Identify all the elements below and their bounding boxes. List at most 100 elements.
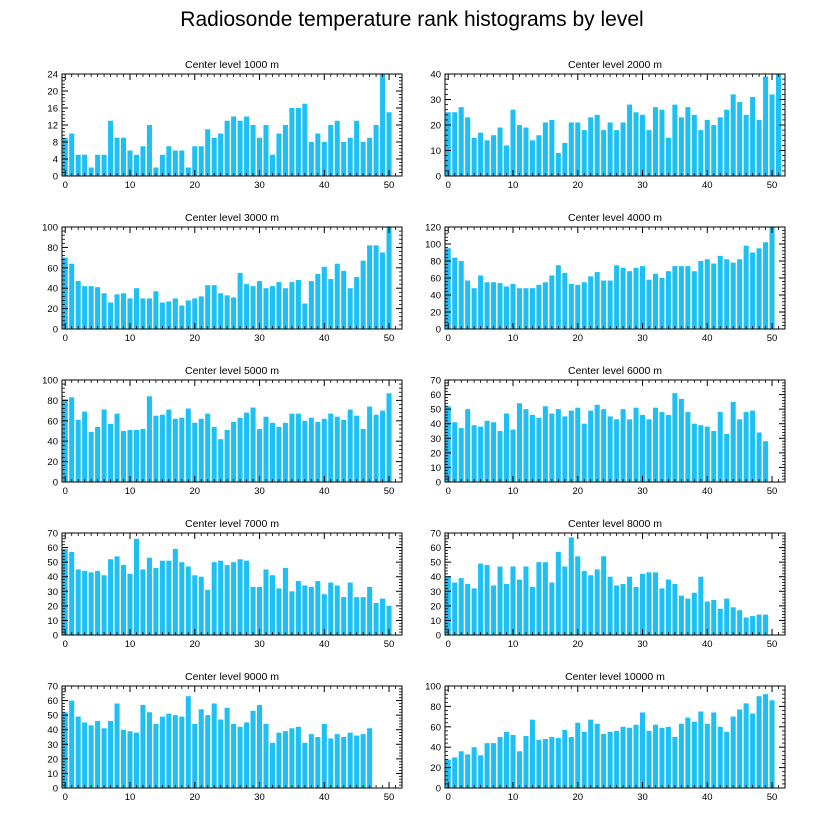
histogram-bar [347, 582, 353, 635]
y-tick-label: 20 [430, 308, 441, 319]
histogram-bar [646, 730, 652, 788]
histogram-bar [282, 288, 288, 329]
histogram-bar [386, 605, 392, 635]
histogram-bar [302, 742, 308, 788]
histogram-bar [289, 591, 295, 635]
histogram-bar [334, 263, 340, 329]
histogram-bar [224, 120, 230, 176]
histogram-bar [354, 276, 360, 329]
histogram-bar [607, 280, 613, 329]
histogram-bar [146, 298, 152, 329]
y-tick-label: 60 [430, 543, 441, 554]
x-tick-label: 20 [572, 792, 583, 803]
histogram-bar [620, 584, 626, 635]
histogram-bar [244, 722, 250, 788]
histogram-bar [452, 582, 458, 635]
histogram-bar [263, 288, 269, 329]
histogram-bar [250, 586, 256, 635]
histogram-bar [166, 409, 172, 482]
histogram-bar [562, 272, 568, 329]
chart-panel: Center level 8000 m 0 10 20 30 40 50 0 10 20 30 40 5… [430, 518, 786, 650]
x-tick-label: 30 [254, 486, 265, 497]
histogram-bar [250, 125, 256, 176]
histogram-bar [88, 725, 94, 788]
histogram-bar [652, 273, 659, 329]
y-minor-ticks [445, 382, 785, 480]
x-tick-label: 50 [384, 792, 395, 803]
histogram-bar [218, 439, 224, 482]
y-minor-ticks [62, 688, 402, 786]
y-tick-label: 80 [47, 396, 58, 407]
histogram-bar [108, 302, 114, 329]
histogram-bar [704, 119, 710, 176]
histogram-bar [588, 575, 594, 635]
histogram-bar [172, 150, 178, 176]
histogram-bar [140, 704, 146, 788]
histogram-bar [614, 585, 620, 635]
histogram-bar [627, 576, 633, 635]
histogram-bar [639, 114, 646, 176]
histogram-bar [607, 731, 613, 788]
x-tick-label: 40 [702, 639, 713, 650]
chart-title: Center level 9000 m [185, 671, 279, 683]
histogram-bar [75, 569, 81, 635]
histogram-bar [704, 426, 710, 482]
y-tick-label: 40 [47, 284, 58, 295]
histogram-bar [678, 723, 684, 788]
x-tick-label: 30 [254, 792, 265, 803]
histogram-bar [620, 409, 626, 482]
histogram-bar [198, 146, 204, 176]
y-tick-label: 60 [47, 416, 58, 427]
histogram-bar [646, 419, 652, 482]
histogram-bar [114, 294, 120, 329]
histogram-bar [192, 422, 198, 482]
x-tick-label: 0 [446, 333, 451, 344]
histogram-bar [568, 537, 574, 635]
histogram-bar [127, 731, 133, 788]
y-tick-label: 80 [430, 257, 441, 268]
x-tick-label: 30 [637, 180, 648, 191]
histogram-bar [458, 428, 464, 482]
histogram-bar [763, 694, 769, 788]
histogram-bar [185, 696, 191, 788]
x-minor-ticks [71, 74, 403, 176]
histogram-bar [108, 559, 114, 635]
histogram-bar [192, 146, 198, 176]
histogram-bar [354, 597, 360, 635]
histogram-bar [321, 142, 327, 176]
histogram-bar [445, 248, 451, 329]
histogram-bar [315, 273, 321, 329]
histogram-bar [62, 712, 68, 788]
histogram-bar [730, 262, 736, 329]
x-tick-label: 20 [572, 333, 583, 344]
histogram-bar [717, 412, 723, 482]
plot-frame [61, 532, 403, 636]
histogram-bar [185, 167, 191, 176]
histogram-bar [763, 441, 769, 482]
x-tick-label: 10 [508, 333, 519, 344]
histogram-bar [769, 227, 775, 329]
y-tick-label: 80 [430, 702, 441, 713]
y-tick-label: 30 [47, 740, 58, 751]
chart-title: Center level 5000 m [185, 365, 279, 377]
histogram-bar [256, 428, 263, 482]
y-tick-label: 20 [430, 763, 441, 774]
y-tick-label: 40 [47, 572, 58, 583]
y-tick-label: 100 [425, 240, 441, 251]
histogram-bar [367, 406, 373, 482]
histogram-bar [133, 429, 140, 482]
histogram-bar [575, 722, 581, 788]
histogram-bar [452, 112, 458, 176]
histogram-bar [140, 298, 146, 329]
histogram-bar [88, 286, 94, 329]
histogram-bar [562, 416, 568, 482]
histogram-bar [276, 588, 282, 635]
x-tick-label: 10 [125, 486, 136, 497]
x-tick-label: 30 [637, 639, 648, 650]
histogram-bar [691, 721, 697, 788]
histogram-bar [750, 96, 756, 176]
histogram-bar [523, 409, 529, 482]
histogram-bar [607, 122, 613, 176]
histogram-bar [179, 150, 185, 176]
histogram-bar [140, 146, 146, 176]
